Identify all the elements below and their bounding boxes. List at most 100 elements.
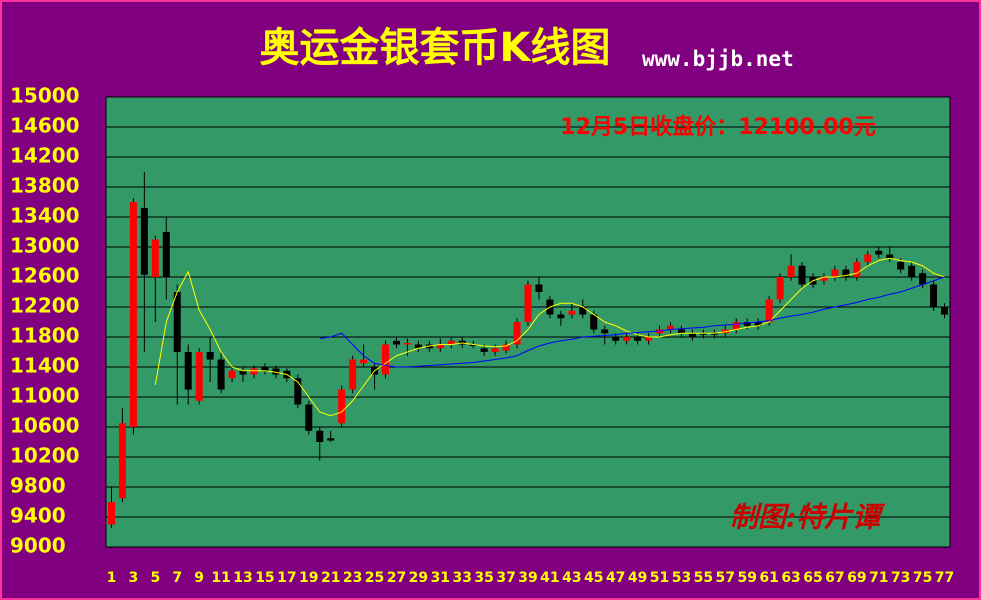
candle-body — [107, 502, 115, 525]
x-tick-label: 19 — [299, 570, 318, 586]
candle-body — [590, 314, 598, 330]
candle-body — [195, 352, 203, 401]
y-tick-label: 11800 — [10, 324, 80, 348]
candle-body — [414, 344, 422, 349]
candle-body — [349, 359, 357, 390]
y-tick-label: 10600 — [10, 414, 80, 438]
y-tick-label: 10200 — [10, 444, 80, 468]
x-tick-label: 1 — [107, 570, 117, 586]
moving-average-line — [319, 276, 945, 368]
candle-body — [250, 368, 258, 375]
x-tick-label: 17 — [277, 570, 296, 586]
x-tick-label: 71 — [869, 570, 888, 586]
candle-body — [765, 299, 773, 322]
candle-body — [688, 333, 696, 337]
candle-body — [908, 265, 916, 277]
candle-body — [228, 370, 236, 379]
candle-body — [941, 307, 949, 315]
x-tick-label: 39 — [518, 570, 537, 586]
candle-body — [173, 292, 181, 352]
x-tick-label: 11 — [211, 570, 230, 586]
candle-body — [129, 202, 137, 427]
candle-body — [513, 322, 521, 345]
candle-body — [568, 310, 576, 315]
candle-body — [623, 337, 631, 341]
candle-body — [798, 265, 806, 285]
x-tick-label: 21 — [321, 570, 340, 586]
candle-body — [436, 344, 444, 349]
candle-body — [666, 325, 674, 330]
y-tick-label: 13000 — [10, 234, 80, 258]
x-tick-label: 35 — [474, 570, 493, 586]
x-tick-label: 47 — [606, 570, 625, 586]
candle-body — [392, 340, 400, 345]
candle-body — [853, 262, 861, 277]
y-tick-label: 11000 — [10, 384, 80, 408]
candle-body — [710, 333, 718, 335]
candle-body — [184, 352, 192, 390]
y-tick-label: 13400 — [10, 204, 80, 228]
candle-body — [897, 262, 905, 270]
x-tick-label: 59 — [737, 570, 756, 586]
y-tick-label: 14600 — [10, 114, 80, 138]
candle-body — [272, 368, 280, 375]
y-tick-label: 9400 — [10, 504, 66, 528]
candle-body — [601, 329, 609, 334]
x-tick-label: 55 — [694, 570, 713, 586]
candle-body — [831, 269, 839, 277]
x-tick-label: 45 — [584, 570, 603, 586]
candle-body — [206, 352, 214, 360]
candle-body — [919, 273, 927, 285]
y-tick-label: 15000 — [10, 84, 80, 108]
x-tick-label: 13 — [233, 570, 252, 586]
x-tick-label: 69 — [847, 570, 866, 586]
candle-body — [327, 438, 335, 441]
x-tick-label: 37 — [496, 570, 515, 586]
x-tick-label: 67 — [825, 570, 844, 586]
x-tick-label: 31 — [431, 570, 450, 586]
candle-body — [239, 370, 247, 375]
annotation: 12月5日收盘价：12100.00元 — [560, 114, 875, 140]
candle-body — [294, 378, 302, 405]
candle-body — [634, 337, 642, 341]
x-tick-label: 43 — [562, 570, 581, 586]
candle-body — [732, 322, 740, 330]
candle-body — [842, 269, 850, 277]
x-tick-label: 65 — [803, 570, 822, 586]
candle-body — [491, 348, 499, 352]
candle-body — [875, 250, 883, 255]
x-tick-label: 51 — [650, 570, 669, 586]
candle-body — [151, 239, 159, 277]
candle-body — [360, 359, 368, 364]
x-tick-label: 63 — [781, 570, 800, 586]
candle-body — [469, 344, 477, 346]
x-tick-label: 25 — [365, 570, 384, 586]
x-tick-label: 15 — [255, 570, 274, 586]
x-tick-label: 27 — [387, 570, 406, 586]
candle-body — [305, 404, 313, 431]
candle-body — [338, 389, 346, 424]
candle-body — [403, 343, 411, 345]
x-tick-label: 61 — [759, 570, 778, 586]
y-tick-label: 14200 — [10, 144, 80, 168]
credit: 制图:特片谭 — [730, 501, 886, 534]
candle-body — [535, 284, 543, 292]
y-tick-label: 11400 — [10, 354, 80, 378]
x-tick-label: 57 — [716, 570, 735, 586]
candle-body — [820, 277, 828, 281]
subtitle: www.bjjb.net — [642, 47, 794, 71]
candle-body — [699, 333, 707, 335]
candle-body — [754, 322, 762, 326]
x-tick-label: 75 — [913, 570, 932, 586]
x-tick-label: 53 — [672, 570, 691, 586]
candle-body — [217, 359, 225, 390]
candle-body — [579, 307, 587, 315]
x-tick-label: 23 — [343, 570, 362, 586]
candle-body — [612, 337, 620, 341]
candle-body — [502, 344, 510, 351]
candle-body — [930, 284, 938, 307]
y-tick-label: 12200 — [10, 294, 80, 318]
x-tick-label: 49 — [628, 570, 647, 586]
candle-body — [447, 340, 455, 345]
